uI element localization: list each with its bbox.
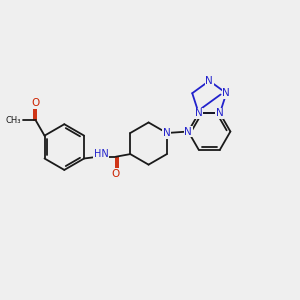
Text: O: O (112, 169, 120, 179)
Text: N: N (223, 88, 230, 98)
Text: O: O (32, 98, 40, 108)
Text: N: N (184, 127, 192, 136)
Text: N: N (195, 108, 202, 118)
Text: N: N (163, 128, 171, 138)
Text: HN: HN (94, 149, 109, 159)
Text: N: N (216, 108, 224, 118)
Text: N: N (206, 76, 213, 86)
Text: CH₃: CH₃ (6, 116, 21, 125)
